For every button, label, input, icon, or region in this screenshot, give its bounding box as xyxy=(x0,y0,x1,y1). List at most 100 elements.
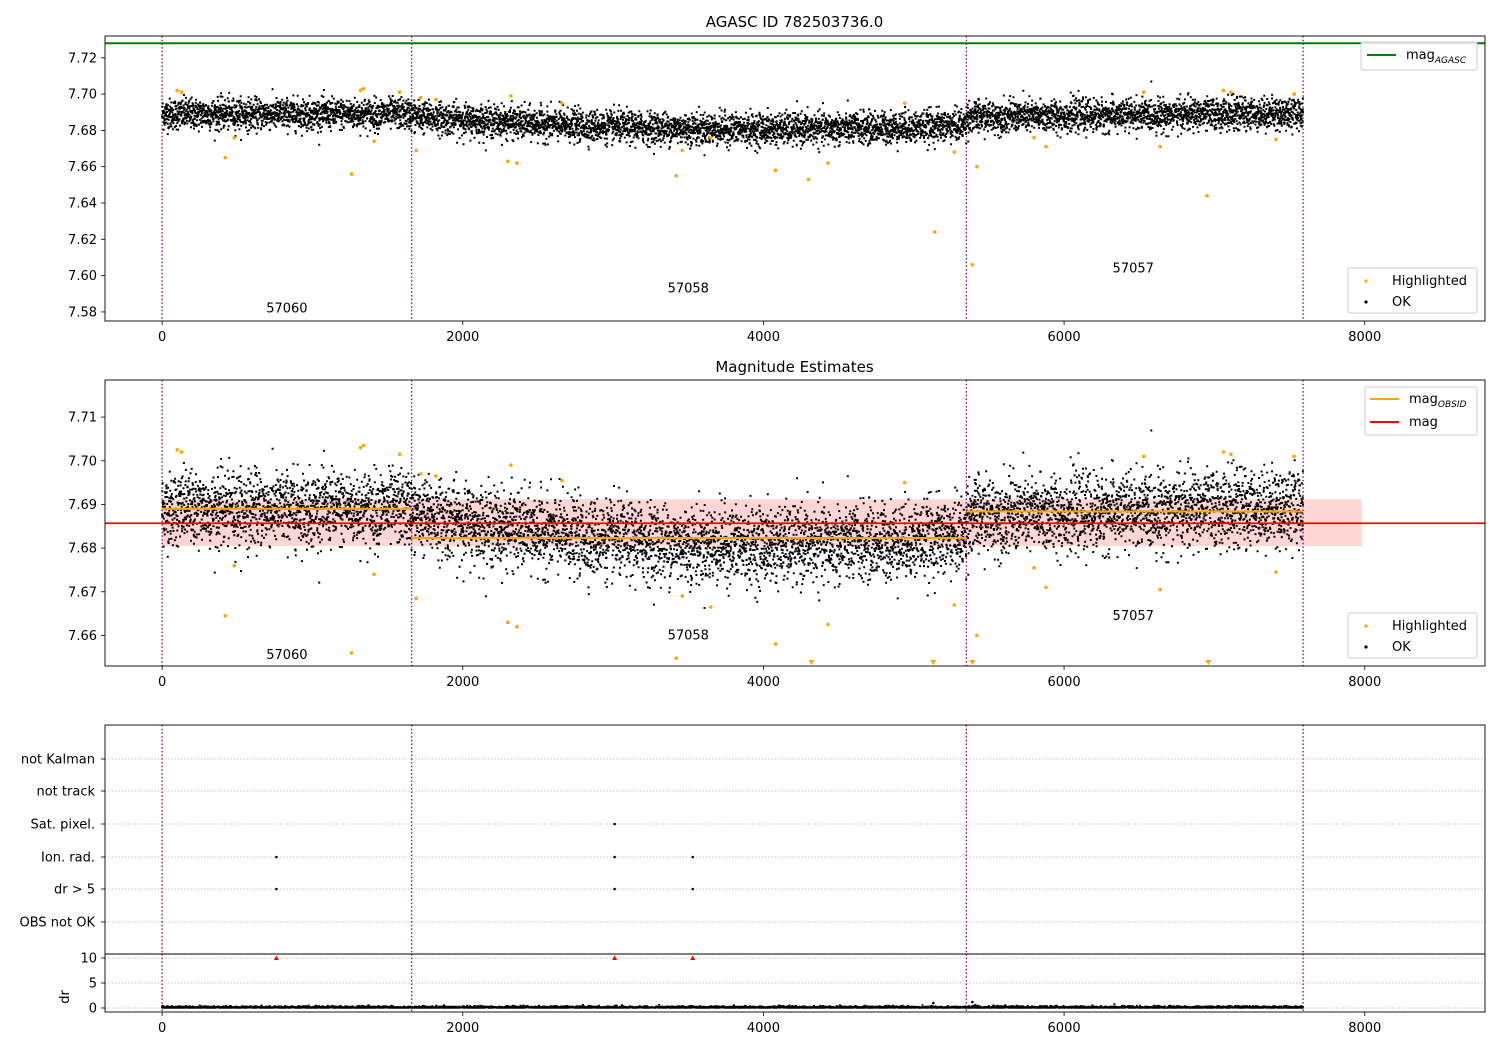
middle-highlighted-point xyxy=(179,450,184,454)
middle-ytick-label: 7.67 xyxy=(68,585,97,600)
top-highlighted-point xyxy=(773,168,778,173)
middle-highlighted-point xyxy=(773,642,778,646)
middle-legend-mag-obsid-label: magOBSID xyxy=(1409,392,1467,410)
top-legend-mag-agasc-label: magAGASC xyxy=(1406,48,1467,66)
top-ytick-label: 7.66 xyxy=(68,160,97,175)
flags-category-label: Ion. rad. xyxy=(41,851,95,866)
flags-point xyxy=(613,887,616,891)
dr-xtick-label: 4000 xyxy=(747,1021,780,1036)
middle-ok-points xyxy=(161,429,1304,609)
middle-xtick-label: 8000 xyxy=(1348,675,1381,690)
top-ok-points xyxy=(161,80,1304,157)
dr-outlier-point xyxy=(971,1000,974,1004)
top-ytick-label: 7.72 xyxy=(68,51,97,66)
top-highlighted-point xyxy=(515,161,519,165)
dr-ytick-label: 5 xyxy=(89,977,97,992)
top-highlighted-point xyxy=(1158,144,1163,149)
middle-xtick-label: 2000 xyxy=(446,675,479,690)
middle-ytick-label: 7.66 xyxy=(68,629,97,644)
middle-highlighted-point xyxy=(1032,565,1036,570)
middle-highlighted-point xyxy=(560,478,564,483)
middle-highlighted-point xyxy=(1274,570,1278,574)
top-ytick-label: 7.60 xyxy=(68,269,97,284)
top-highlighted-point xyxy=(970,262,975,267)
top-highlighted-point xyxy=(1205,193,1209,198)
top-ytick-label: 7.58 xyxy=(68,305,97,320)
top-ytick-label: 7.70 xyxy=(68,88,97,103)
dr-ytick-label: 0 xyxy=(89,1002,97,1017)
middle-clipped-marker xyxy=(808,660,815,665)
top-xtick-label: 6000 xyxy=(1048,330,1081,345)
middle-highlighted-point xyxy=(515,624,519,629)
top-highlighted-point xyxy=(975,164,979,169)
middle-legend-upper: magOBSID mag xyxy=(1364,386,1478,436)
flags-category-label: dr > 5 xyxy=(54,883,95,898)
top-highlighted-point xyxy=(1141,90,1146,95)
middle-legend-mag-label: mag xyxy=(1409,415,1438,430)
top-highlighted-point xyxy=(361,86,366,91)
middle-legend-ok-marker xyxy=(1364,645,1368,649)
top-xtick-label: 8000 xyxy=(1348,330,1381,345)
middle-ytick-label: 7.71 xyxy=(68,411,97,426)
middle-xtick-label: 4000 xyxy=(747,675,780,690)
dr-clipped-marker xyxy=(690,955,696,960)
middle-highlighted-point xyxy=(223,613,228,618)
middle-xtick-label: 0 xyxy=(158,675,166,690)
top-highlighted-point xyxy=(1229,90,1233,95)
middle-frame xyxy=(104,379,1486,667)
middle-highlighted-point xyxy=(709,605,713,609)
top-highlighted-point xyxy=(232,135,237,140)
dr-panel: 0 2000 4000 6000 8000 0 5 10 xyxy=(80,952,1486,1036)
dr-xtick-label: 6000 xyxy=(1048,1021,1081,1036)
top-highlighted-point xyxy=(506,159,510,164)
dr-ytick-label: 10 xyxy=(80,952,97,967)
top-highlighted-point xyxy=(414,148,418,153)
dr-outlier-point xyxy=(974,1003,977,1007)
flags-category-label: not track xyxy=(36,785,95,800)
middle-clipped-marker xyxy=(1205,660,1212,665)
top-highlighted-point xyxy=(433,97,438,102)
middle-highlighted-point xyxy=(1141,454,1146,459)
top-highlighted-point xyxy=(1274,137,1278,142)
top-highlighted-point xyxy=(826,161,830,165)
top-highlighted-point xyxy=(933,230,937,234)
top-legend-ok-label: OK xyxy=(1392,295,1411,310)
dr-clipped-marker xyxy=(612,955,618,960)
middle-xtick-label: 6000 xyxy=(1048,675,1081,690)
middle-highlighted-point xyxy=(826,622,830,627)
middle-highlighted-point xyxy=(361,443,366,448)
middle-clipped-marker xyxy=(930,660,937,665)
top-legend-ok-marker xyxy=(1364,300,1368,304)
top-highlighted-point xyxy=(560,101,564,105)
top-highlighted-point xyxy=(674,173,679,178)
top-highlighted-point xyxy=(1032,135,1036,140)
flags-point xyxy=(275,887,278,891)
middle-highlighted-point xyxy=(433,474,438,478)
middle-ytick-label: 7.70 xyxy=(68,454,97,469)
dr-clipped-marker xyxy=(273,955,279,960)
dr-xtick-label: 8000 xyxy=(1348,1021,1381,1036)
top-highlighted-point xyxy=(179,90,184,95)
top-highlighted-point xyxy=(1044,144,1048,149)
top-highlighted-point xyxy=(709,135,713,140)
middle-highlighted-point xyxy=(418,472,423,476)
top-panel: 57060 57058 57057 0 2000 4000 6000 8000 7.58 7.60… xyxy=(68,35,1486,345)
top-highlighted-point xyxy=(397,90,402,95)
flags-point xyxy=(275,855,278,859)
flags-point xyxy=(613,822,616,826)
middle-obsid-label: 57060 xyxy=(266,648,307,663)
dr-xtick-label: 2000 xyxy=(446,1021,479,1036)
middle-highlighted-point xyxy=(1221,450,1226,454)
middle-panel: 57060 57058 57057 0 2000 4000 6000 8000 7.66 7.67… xyxy=(68,379,1486,690)
flags-category-label: Sat. pixel. xyxy=(31,818,95,833)
middle-highlighted-point xyxy=(358,445,363,450)
top-ytick-label: 7.68 xyxy=(68,124,97,139)
top-highlighted-point xyxy=(952,150,957,154)
middle-obsid-label: 57058 xyxy=(668,628,709,643)
middle-legend-highlighted-label: Highlighted xyxy=(1392,619,1467,634)
dr-outlier-point xyxy=(932,1001,935,1005)
top-xtick-label: 0 xyxy=(158,330,166,345)
dr-ylabel: dr xyxy=(58,990,73,1004)
top-highlighted-point xyxy=(349,172,354,176)
